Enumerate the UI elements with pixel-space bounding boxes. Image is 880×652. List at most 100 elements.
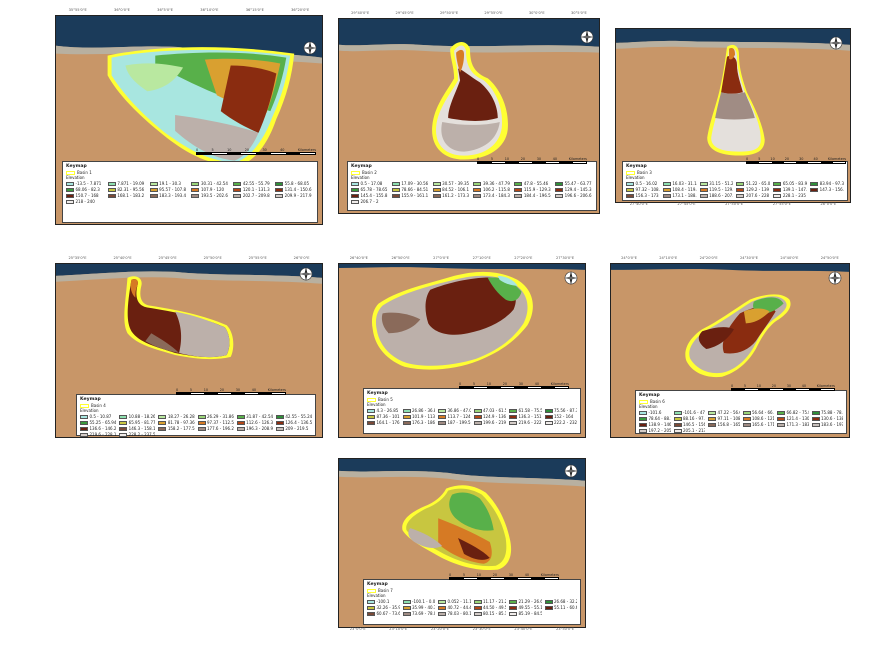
coordinate-tick: 36°0'0"E <box>114 8 130 12</box>
legend-class-label: 126.4 - 136.5 <box>285 420 312 425</box>
coordinate-tick: 24°20'0"E <box>699 256 718 260</box>
coordinate-tick: 36°15'0"E <box>245 8 264 12</box>
legend-class-label: 39.36 - 47.79 <box>482 181 510 186</box>
scale-label: 30 <box>235 388 241 392</box>
legend-swatch <box>236 420 245 425</box>
legend-class: 97.37 - 112.5 <box>197 420 234 425</box>
legend-swatch <box>509 420 517 425</box>
legend-class: 183.6 - 197.1 <box>811 422 843 427</box>
legend-class-label: 158.2 - 177.5 <box>167 426 195 431</box>
legend-class: 0.5 - 10.87 <box>80 414 116 419</box>
legend-class: 158.2 - 177.5 <box>158 426 195 431</box>
scale-bar: 0 5 10 20 30 40 Kilometers <box>731 384 835 394</box>
longitude-ticks-top: 29°40'0"E 29°45'0"E 29°50'0"E 29°55'0"E 30°0… <box>338 11 600 19</box>
coordinate-tick: 35°55'0"E <box>68 8 87 12</box>
legend-class: 30.31 - 42.54 <box>191 181 230 186</box>
legend-class-label: 32.26 - 35.98 <box>376 605 400 610</box>
legend-swatch <box>275 193 284 198</box>
map-frame[interactable]: Keymap Basin 3 Elevation 0.5 - 16.02 16.0… <box>615 28 851 203</box>
legend-class: 222.2 - 232.7 <box>544 420 577 425</box>
scale-label: 0 <box>731 384 734 388</box>
longitude-ticks-top: 35°55'0"E 36°0'0"E 36°5'0"E 36°10'0"E 36°15'… <box>55 8 323 16</box>
legend-class-label: 129.4 - 145.3 <box>564 187 592 192</box>
legend-class: 39.36 - 47.79 <box>473 181 511 186</box>
legend-class: 26.86 - 36.85 <box>402 408 435 413</box>
scale-label: Kilometers <box>540 573 559 577</box>
legend-class: 36.86 - 47.02 <box>438 408 471 413</box>
legend-swatch <box>191 193 200 198</box>
legend-swatch <box>191 181 200 186</box>
legend-class-label: 147.3 - 156.2 <box>819 187 844 192</box>
coordinate-tick: 25°50'0"E <box>203 256 222 260</box>
legend-class-label: 78.03 - 80.14 <box>447 611 471 616</box>
legend-class: 119.5 - 129.1 <box>699 187 733 192</box>
legend-classes: 0.5 - 16.02 16.03 - 31.14 31.15 - 51.21 51.… <box>626 181 844 198</box>
scale-label: 30 <box>518 382 524 386</box>
legend-swatch <box>432 187 441 192</box>
map-frame[interactable]: Keymap Basin 6 Elevation -101.6 -101.6 - … <box>610 263 850 438</box>
legend-class: -100.1 <box>367 599 400 604</box>
legend-class-label: -100.1 - 0.051 <box>412 599 435 604</box>
legend-class-label: 205.1 - 213.4 <box>683 428 705 433</box>
legend-class: 183.3 - 193.4 <box>149 193 189 198</box>
legend-class-label: 97.37 - 112.5 <box>207 420 234 425</box>
longitude-ticks-top: 25°35'0"E 25°40'0"E 25°45'0"E 25°50'0"E 25°5… <box>55 256 323 264</box>
legend-swatch <box>119 426 128 431</box>
legend-class-label: 150.7 - 168 <box>75 193 99 198</box>
legend-class-label: 197.2 - 205 <box>648 428 671 433</box>
legend-swatch <box>811 410 820 415</box>
legend-class: 173.4 - 184.3 <box>473 193 511 198</box>
map-frame[interactable]: Keymap Basin 7 Elevation -100.1 -100.1 - … <box>338 458 586 628</box>
legend-class-label: 26.68 - 32.25 <box>554 599 577 604</box>
legend-class-label: 183.3 - 193.4 <box>159 193 187 198</box>
legend: Keymap Basin 5 Elevation 4.3 - 26.85 26.8… <box>363 388 581 434</box>
legend-class-label: 113.7 - 124.8 <box>447 414 471 419</box>
legend-class: 80.15 - 85.18 <box>473 611 506 616</box>
map-frame[interactable]: Keymap Basin 4 Elevation 0.5 - 10.87 10.8… <box>55 263 323 438</box>
legend-class-label: 75.88 - 78.63 <box>821 410 843 415</box>
legend-swatch <box>391 181 400 186</box>
coordinate-tick: 29°45'0"E <box>395 11 414 15</box>
legend-class: 32.26 - 35.98 <box>367 605 400 610</box>
legend-swatch <box>432 193 441 198</box>
legend-class: 17.09 - 30.56 <box>391 181 430 186</box>
legend-class-label: 101.9 - 113.6 <box>412 414 435 419</box>
legend-class: 145.4 - 155.8 <box>351 193 389 198</box>
legend-class: 4.3 - 26.85 <box>367 408 400 413</box>
legend-swatch <box>119 414 128 419</box>
map-panel-basin3: Keymap Basin 3 Elevation 0.5 - 16.02 16.0… <box>615 28 851 206</box>
map-frame[interactable]: Keymap Basin 5 Elevation 4.3 - 26.85 26.8… <box>338 263 586 438</box>
legend-class: 42.55 - 55.24 <box>275 414 312 419</box>
legend-class: 138.9 - 146.4 <box>639 422 671 427</box>
legend-class-label: 78.64 - 88.15 <box>648 416 671 421</box>
legend-class: 16.03 - 31.14 <box>662 181 697 186</box>
legend-class: 106.2 - 115.8 <box>473 187 511 192</box>
legend-swatch <box>275 426 284 431</box>
legend-class: 165.6 - 171.2 <box>742 422 774 427</box>
scale-label: 5 <box>490 157 494 161</box>
legend-swatch <box>402 420 411 425</box>
legend-class: 124.9 - 136.2 <box>473 414 506 419</box>
legend-class-label: 26.29 - 31.86 <box>207 414 234 419</box>
legend-class-label: 136.6 - 146.2 <box>89 426 117 431</box>
legend-class-label: 155.9 - 161.1 <box>401 193 429 198</box>
coordinate-tick: 26°40'0"E <box>349 256 368 260</box>
legend-class: 155.9 - 161.1 <box>391 193 430 198</box>
legend-swatch <box>197 426 206 431</box>
coordinate-tick: 24°40'0"E <box>780 256 799 260</box>
scale-labels: 0 5 10 20 30 40 Kilometers <box>449 573 559 577</box>
scale-label: 0 <box>477 157 480 161</box>
legend-title: Keymap <box>351 164 372 169</box>
scale-label: Kilometers <box>816 384 835 388</box>
legend-class: 21.29 - 26.67 <box>509 599 542 604</box>
scale-bar: 0 5 10 20 30 40 Kilometers <box>459 382 569 392</box>
legend-class-label: 4.3 - 26.85 <box>376 408 399 413</box>
map-frame[interactable]: Keymap Basin 1 Elevation -13.5 - 7.871 7.… <box>55 15 323 225</box>
legend-class: 78.66 - 84.51 <box>391 187 430 192</box>
north-arrow-icon <box>563 270 579 286</box>
legend-class: 85.19 - 84.5 <box>509 611 542 616</box>
coordinate-tick: 25°40'0"E <box>113 256 132 260</box>
map-frame[interactable]: Keymap Basin 2 Elevation 0.5 - 17.08 17.0… <box>338 18 600 214</box>
legend-class-label: 95.57 - 107.8 <box>159 187 187 192</box>
elevation-label: Elevation <box>639 404 658 409</box>
